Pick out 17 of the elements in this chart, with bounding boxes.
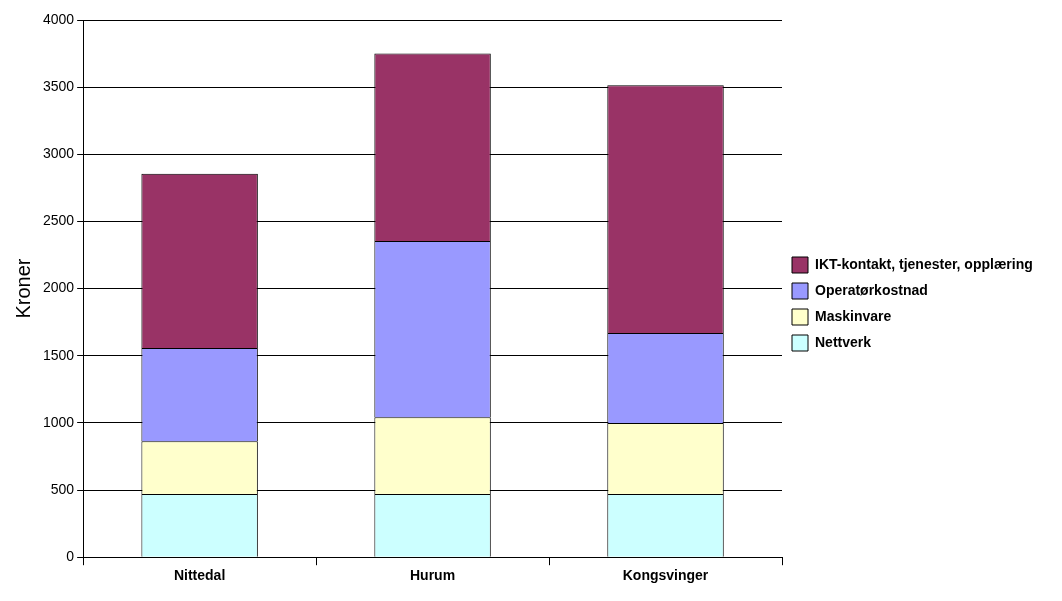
y-tick-label: 0: [66, 548, 75, 565]
legend-label: IKT-kontakt, tjenester, opplæring: [815, 255, 1033, 272]
y-tick-label: 1500: [42, 346, 75, 363]
x-tick-label: Kongsvinger: [622, 567, 709, 584]
y-tick-label: 2500: [42, 212, 75, 229]
x-tick-label: Hurum: [410, 567, 456, 584]
legend-label: Operatørkostnad: [815, 281, 928, 298]
y-tick-label: 1000: [42, 413, 75, 430]
y-axis-title: Kroner: [11, 258, 34, 319]
legend-label: Nettverk: [815, 333, 872, 350]
y-tick-label: 3000: [42, 145, 75, 162]
y-tick-label: 3500: [42, 78, 75, 95]
y-tick-label: 500: [50, 480, 75, 497]
y-tick-label: 4000: [42, 10, 75, 27]
legend-label: Maskinvare: [815, 307, 892, 324]
y-tick-label: 2000: [42, 279, 75, 296]
x-tick-label: Nittedal: [173, 567, 226, 584]
